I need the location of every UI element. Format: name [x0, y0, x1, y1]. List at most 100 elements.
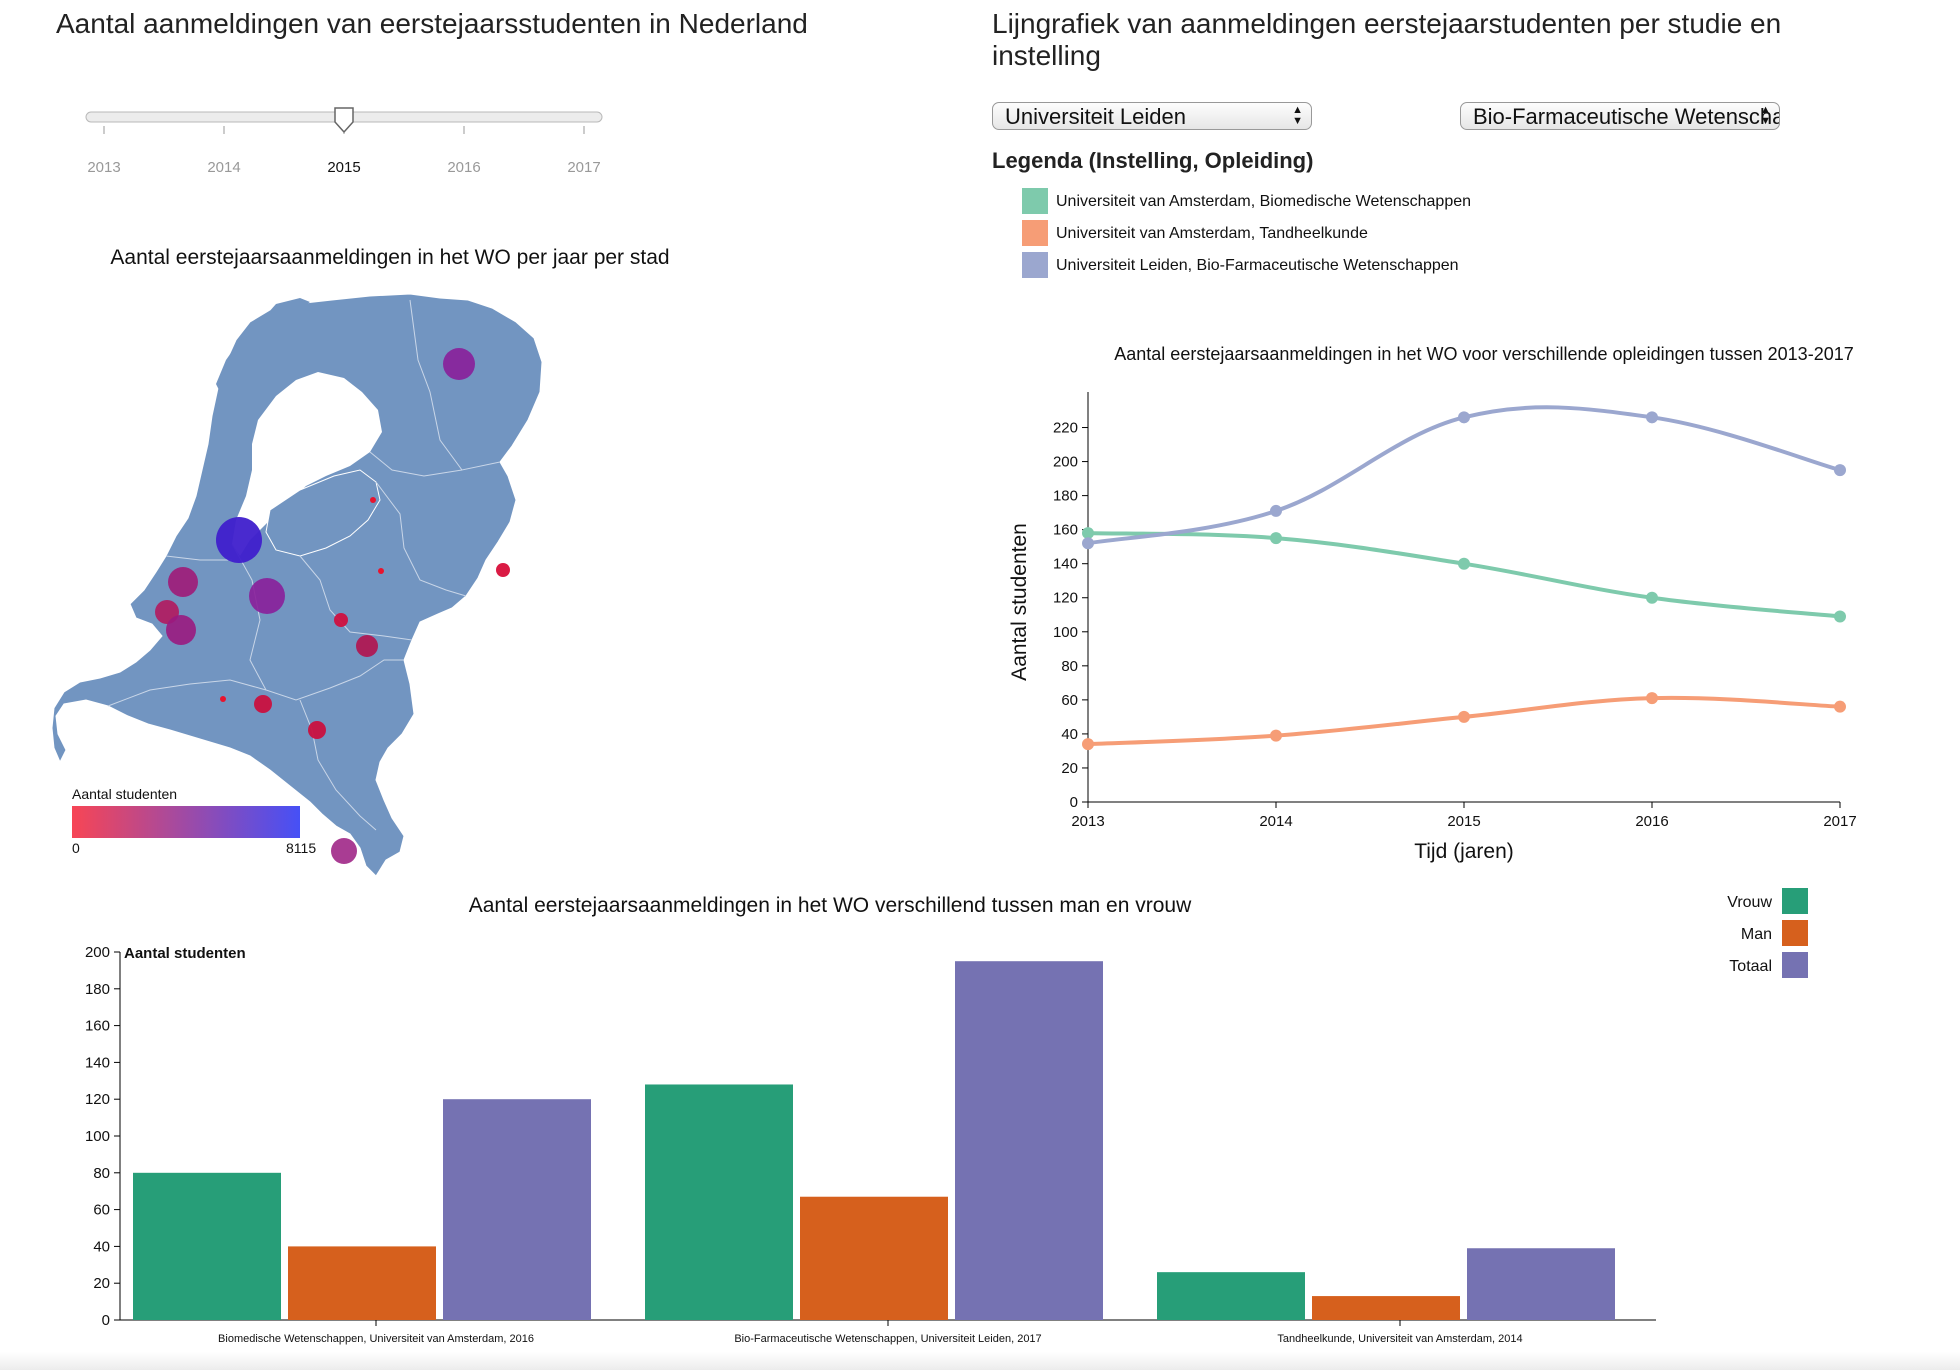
city-marker[interactable]	[496, 563, 510, 577]
line-point[interactable]	[1458, 710, 1470, 723]
city-marker[interactable]	[216, 517, 262, 563]
bar[interactable]	[645, 1084, 793, 1320]
year-slider[interactable]: 2013 2014 2015 2016 2017	[70, 100, 630, 190]
y-tick-label: 20	[1061, 760, 1078, 777]
line-point[interactable]	[1082, 537, 1094, 550]
city-marker[interactable]	[168, 567, 198, 597]
slider-year-label[interactable]: 2014	[207, 159, 240, 176]
page-title-left: Aantal aanmeldingen van eerstejaarsstude…	[56, 8, 808, 39]
city-marker[interactable]	[370, 497, 376, 503]
city-marker[interactable]	[331, 838, 357, 864]
page-title-right: Lijngrafiek van aanmeldingen eerstejaars…	[992, 8, 1782, 71]
line-point[interactable]	[1270, 504, 1282, 517]
x-tick-label: 2013	[1071, 813, 1104, 830]
slider-year-label[interactable]: 2017	[567, 159, 600, 176]
line-series	[1087, 405, 1841, 546]
bar-chart-title: Aantal eerstejaarsaanmeldingen in het WO…	[469, 894, 1192, 917]
city-marker[interactable]	[334, 613, 348, 627]
bar[interactable]	[1467, 1248, 1615, 1320]
slider-year-label[interactable]: 2013	[87, 159, 120, 176]
bar[interactable]	[800, 1196, 948, 1320]
line-legend-title: Legenda (Instelling, Opleiding)	[992, 148, 1314, 173]
y-tick-label: 80	[1061, 658, 1078, 675]
legend-swatch	[1022, 220, 1048, 246]
y-tick-label: 200	[85, 944, 110, 961]
map-legend-max: 8115	[286, 840, 317, 856]
y-tick-label: 160	[1053, 522, 1078, 539]
city-marker[interactable]	[166, 615, 196, 645]
bar[interactable]	[955, 961, 1103, 1320]
y-tick-label: 140	[1053, 556, 1078, 573]
map-border	[165, 555, 232, 561]
y-tick-label: 40	[1061, 726, 1078, 743]
line-point[interactable]	[1646, 411, 1658, 424]
city-marker[interactable]	[220, 696, 226, 702]
line-point[interactable]	[1458, 411, 1470, 424]
line-point[interactable]	[1834, 464, 1846, 477]
city-marker[interactable]	[308, 721, 326, 739]
bar[interactable]	[1157, 1272, 1305, 1320]
map-legend-min: 0	[72, 840, 80, 856]
legend-label: Universiteit van Amsterdam, Tandheelkund…	[1056, 225, 1368, 242]
map-city-markers	[155, 348, 510, 864]
map-border	[369, 451, 463, 477]
city-marker[interactable]	[249, 578, 285, 614]
map-title: Aantal eerstejaarsaanmeldingen in het WO…	[110, 246, 670, 269]
line-chart-title: Aantal eerstejaarsaanmeldingen in het WO…	[1114, 344, 1853, 364]
bar[interactable]	[288, 1246, 436, 1320]
y-tick-label: 120	[1053, 590, 1078, 607]
x-tick-label: Biomedische Wetenschappen, Universiteit …	[218, 1333, 534, 1345]
line-chart: Aantal eerstejaarsaanmeldingen in het WO…	[1008, 344, 1857, 863]
bar[interactable]	[443, 1099, 591, 1320]
line-point[interactable]	[1834, 610, 1846, 623]
map-legend-gradient	[72, 806, 300, 838]
institution-select-value: Universiteit Leiden	[1005, 104, 1186, 129]
city-marker[interactable]	[378, 568, 384, 574]
bar-legend-label: Man	[1741, 926, 1772, 943]
program-select[interactable]: Bio-Farmaceutische Wetenschappen ▲▼	[1460, 102, 1780, 130]
x-axis-label: Tijd (jaren)	[1414, 840, 1514, 863]
line-point[interactable]	[1834, 700, 1846, 713]
line-point[interactable]	[1270, 729, 1282, 742]
y-tick-label: 20	[93, 1275, 110, 1292]
y-tick-label: 180	[1053, 488, 1078, 505]
x-tick-label: 2016	[1635, 813, 1668, 830]
bottom-edge	[0, 1352, 1960, 1370]
bar[interactable]	[133, 1172, 281, 1320]
y-axis-label: Aantal studenten	[124, 945, 246, 962]
x-tick-label: 2015	[1447, 813, 1480, 830]
slider-handle[interactable]	[334, 107, 354, 134]
y-tick-label: 100	[85, 1128, 110, 1145]
slider-year-label[interactable]: 2016	[447, 159, 480, 176]
slider-year-label[interactable]: 2015	[327, 159, 360, 176]
y-tick-label: 0	[102, 1312, 110, 1329]
y-tick-label: 180	[85, 981, 110, 998]
bar[interactable]	[1312, 1296, 1460, 1320]
map-land	[51, 293, 543, 877]
line-point[interactable]	[1458, 557, 1470, 570]
line-point[interactable]	[1082, 527, 1094, 540]
netherlands-map	[51, 293, 543, 877]
y-tick-label: 120	[85, 1091, 110, 1108]
y-tick-label: 160	[85, 1018, 110, 1035]
city-marker[interactable]	[254, 695, 272, 713]
x-tick-label: Tandheelkunde, Universiteit van Amsterda…	[1277, 1333, 1522, 1345]
bar-legend-swatch	[1782, 952, 1808, 978]
map-border	[409, 299, 501, 471]
line-point[interactable]	[1270, 532, 1282, 545]
program-select-value: Bio-Farmaceutische Wetenschappen	[1473, 104, 1779, 129]
line-point[interactable]	[1646, 591, 1658, 604]
line-point[interactable]	[1646, 692, 1658, 705]
institution-select[interactable]: Universiteit Leiden ▲ ▼	[992, 102, 1312, 130]
map-border	[107, 679, 267, 707]
y-tick-label: 0	[1070, 794, 1078, 811]
line-point[interactable]	[1082, 738, 1094, 751]
select-arrows-icon: ▲ ▼	[1292, 104, 1303, 127]
y-tick-label: 220	[1053, 420, 1078, 437]
city-marker[interactable]	[356, 635, 378, 657]
bar-legend-label: Totaal	[1729, 958, 1772, 975]
city-marker[interactable]	[443, 348, 475, 380]
y-tick-label: 140	[85, 1054, 110, 1071]
y-tick-label: 80	[93, 1165, 110, 1182]
map-island	[216, 336, 250, 396]
